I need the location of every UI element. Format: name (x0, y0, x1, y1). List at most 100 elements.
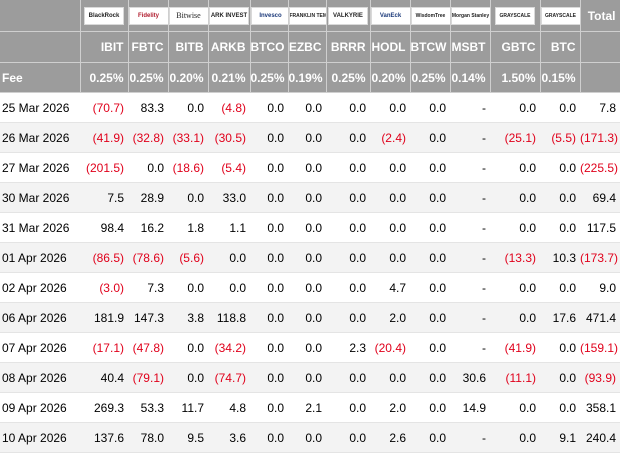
table-row: 31 Mar 2026 98.4 16.2 1.8 1.1 0.0 0.0 0.0 0.0 0.0… (0, 212, 620, 243)
issuer-logo-ark: ARK INVEST (209, 6, 249, 25)
flow-cell-hodl: 4.7 (370, 272, 410, 303)
date-cell: 06 Apr 2026 (0, 302, 80, 333)
flow-cell-gbtc: 0.0 (490, 302, 540, 333)
flow-cell-ezbc: 0.0 (288, 122, 326, 153)
flow-cell-msbt: - (450, 302, 490, 333)
flow-cell-gbtc: 0.0 (490, 212, 540, 243)
flow-cell-brrr: 0.0 (326, 182, 370, 213)
ticker-header-row: IBIT FBTC BITB ARKB BTCO EZBC BRRR HODL … (0, 31, 620, 63)
issuer-logo-wisdomtree: WisdomTree (410, 6, 449, 25)
flow-cell-ibit: 269.3 (80, 392, 128, 423)
flow-cell-ibit: 137.6 (80, 422, 128, 453)
flow-cell-ezbc: 0.0 (288, 212, 326, 243)
total-cell: 240.4 (580, 422, 620, 453)
flow-cell-hodl: (2.4) (370, 122, 410, 153)
flow-cell-btc: 0.0 (540, 92, 580, 123)
flow-cell-ezbc: 0.0 (288, 332, 326, 363)
flow-cell-btco: 0.0 (250, 302, 288, 333)
total-cell: (225.5) (580, 152, 620, 183)
flow-cell-hodl: 0.0 (370, 362, 410, 393)
date-cell: 08 Apr 2026 (0, 362, 80, 393)
issuer-logo-bitwise: Bitwise (168, 6, 207, 25)
flow-cell-ibit: (70.7) (80, 92, 128, 123)
fee-msbt: 0.14% (450, 62, 491, 93)
flow-cell-btc: 0.0 (540, 212, 580, 243)
date-cell: 26 Mar 2026 (0, 122, 80, 153)
flow-cell-btcw: 0.0 (410, 122, 450, 153)
flow-cell-btco: 0.0 (250, 152, 288, 183)
flow-cell-ezbc: 0.0 (288, 92, 326, 123)
table-row: 07 Apr 2026 (17.1) (47.8) 0.0 (34.2) 0.0 0.0 2.… (0, 332, 620, 363)
fee-btcw: 0.25% (410, 62, 451, 93)
flow-cell-arkb: 3.6 (208, 422, 250, 453)
flow-cell-gbtc: (25.1) (490, 122, 540, 153)
flow-cell-btc: 0.0 (540, 392, 580, 423)
total-cell: 358.1 (580, 392, 620, 423)
flow-cell-fbtc: 83.3 (128, 92, 168, 123)
flow-cell-btc: 0.0 (540, 152, 580, 183)
flow-cell-ezbc: 0.0 (288, 302, 326, 333)
fee-ibit: 0.25% (80, 62, 129, 93)
flow-cell-hodl: 0.0 (370, 152, 410, 183)
flow-cell-gbtc: 0.0 (490, 422, 540, 453)
issuer-logo-franklin-templeton: FRANKLIN TEMPLETON (288, 6, 325, 25)
flow-cell-btco: 0.0 (250, 422, 288, 453)
fee-arkb: 0.21% (208, 62, 251, 93)
flow-cell-bitb: (33.1) (168, 122, 208, 153)
flow-cell-arkb: 118.8 (208, 302, 250, 333)
flow-cell-bitb: 0.0 (168, 332, 208, 363)
flow-cell-btc: 9.1 (540, 422, 580, 453)
ticker-ezbc: EZBC (288, 31, 327, 63)
flow-cell-btc: (5.5) (540, 122, 580, 153)
flow-cell-msbt: - (450, 152, 490, 183)
flow-cell-ibit: 98.4 (80, 212, 128, 243)
issuer-logo-grayscale-gbtc: GRAYSCALE (495, 6, 535, 25)
issuer-logo-morgan-stanley: Morgan Stanley (450, 6, 489, 25)
flow-cell-btcw: 0.0 (410, 182, 450, 213)
flow-cell-btc: 17.6 (540, 302, 580, 333)
ticker-btcw: BTCW (410, 31, 451, 63)
flow-cell-btco: 0.0 (250, 242, 288, 273)
flow-cell-arkb: (74.7) (208, 362, 250, 393)
fee-gbtc: 1.50% (490, 62, 541, 93)
fee-bitb: 0.20% (168, 62, 209, 93)
flow-cell-btcw: 0.0 (410, 92, 450, 123)
fee-ezbc: 0.19% (288, 62, 327, 93)
flow-cell-msbt: 14.9 (450, 392, 490, 423)
fee-btc: 0.15% (540, 62, 581, 93)
ticker-ibit: IBIT (80, 31, 129, 63)
table-row: 06 Apr 2026 181.9 147.3 3.8 118.8 0.0 0.0 0.0 2.… (0, 302, 620, 333)
flow-cell-fbtc: 53.3 (128, 392, 168, 423)
total-cell: (93.9) (580, 362, 620, 393)
flow-cell-bitb: 0.0 (168, 362, 208, 393)
flow-cell-btco: 0.0 (250, 392, 288, 423)
fee-brrr: 0.25% (326, 62, 371, 93)
ticker-btc: BTC (540, 31, 581, 63)
flow-cell-fbtc: 78.0 (128, 422, 168, 453)
flow-cell-msbt: - (450, 212, 490, 243)
flow-cell-msbt: - (450, 92, 490, 123)
flow-cell-fbtc: (47.8) (128, 332, 168, 363)
flow-cell-gbtc: (13.3) (490, 242, 540, 273)
corner-cell (0, 0, 81, 32)
total-cell: (173.7) (580, 242, 620, 273)
issuer-logo-blackrock: BlackRock (84, 6, 124, 25)
flow-cell-btco: 0.0 (250, 182, 288, 213)
flow-cell-ezbc: 0.0 (288, 242, 326, 273)
flow-cell-msbt: - (450, 332, 490, 363)
flow-cell-arkb: 0.0 (208, 242, 250, 273)
flow-cell-arkb: 1.1 (208, 212, 250, 243)
total-cell: 7.8 (580, 92, 620, 123)
flow-cell-msbt: - (450, 272, 490, 303)
flow-cell-hodl: 2.0 (370, 302, 410, 333)
total-cell: 69.4 (580, 182, 620, 213)
flow-cell-gbtc: (41.9) (490, 332, 540, 363)
flow-cell-bitb: 0.0 (168, 272, 208, 303)
flow-cell-ibit: (86.5) (80, 242, 128, 273)
issuer-logo-vaneck: VanEck (370, 6, 409, 25)
table-row: 26 Mar 2026 (41.9) (32.8) (33.1) (30.5) 0.0 0.… (0, 122, 620, 153)
flow-cell-msbt: 30.6 (450, 362, 490, 393)
flow-cell-ezbc: 2.1 (288, 392, 326, 423)
flow-cell-brrr: 0.0 (326, 212, 370, 243)
